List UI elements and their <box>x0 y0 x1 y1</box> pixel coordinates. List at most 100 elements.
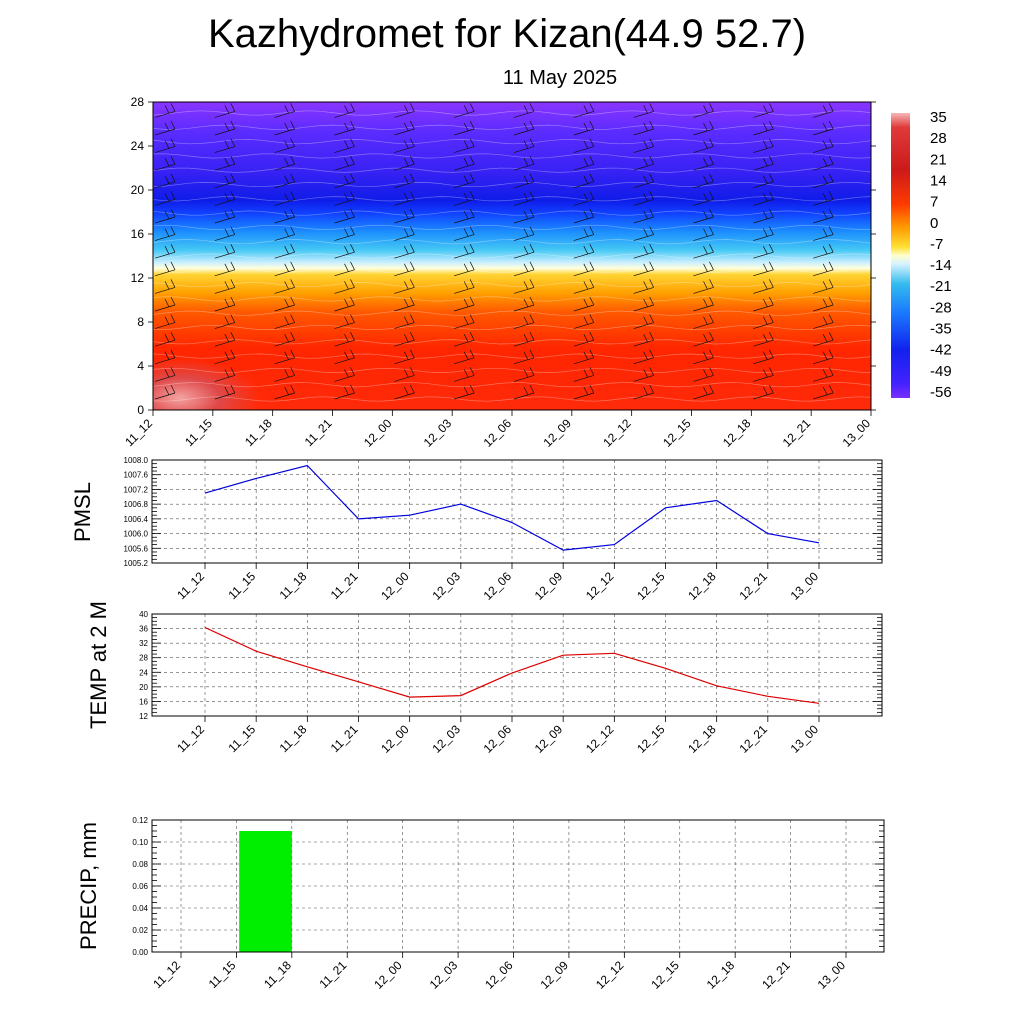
wind-barb <box>573 349 595 365</box>
heatmap-xtick-label: 11_12 <box>122 416 155 449</box>
wind-barb <box>394 349 415 365</box>
heatmap-xtick-label: 12_00 <box>361 416 395 450</box>
precip-ytick-label: 0.10 <box>132 838 148 847</box>
contour-line <box>153 324 871 330</box>
wind-barb <box>334 261 355 277</box>
wind-barb <box>873 297 893 311</box>
contour-line <box>153 382 871 388</box>
wind-barb <box>454 244 475 259</box>
heatmap-xtick-label: 12_03 <box>421 416 455 450</box>
wind-barb <box>214 208 236 224</box>
wind-barb <box>274 332 295 347</box>
wind-barb <box>873 367 893 381</box>
wind-barb <box>334 279 355 294</box>
wind-barb <box>274 349 295 365</box>
contour-line <box>153 239 871 245</box>
wind-barb <box>334 191 355 206</box>
colorbar-label: 35 <box>930 109 947 126</box>
precip-xtick-label: 11_12 <box>150 958 183 991</box>
temp-ytick-label: 36 <box>139 625 148 634</box>
wind-barb <box>573 279 595 294</box>
wind-barb <box>513 173 535 189</box>
wind-barb <box>693 191 714 206</box>
heatmap-ytick-label: 12 <box>131 271 145 285</box>
wind-barb <box>633 208 654 224</box>
precip-xtick-label: 13_00 <box>815 958 849 992</box>
heatmap-x-axis: 11_12 11_15 11_18 11_21 12_00 12_03 12_06 12_09… <box>122 410 873 450</box>
pmsl-ylabel: PMSL <box>70 482 95 542</box>
wind-barb <box>274 367 295 382</box>
wind-barb <box>274 156 295 171</box>
precip-panel: PRECIP, mm 0.00 0.02 0.04 0.06 0.08 0.10 0.12 1… <box>76 816 885 992</box>
wind-barb <box>873 332 893 346</box>
heatmap-xtick-label: 11_15 <box>182 416 215 449</box>
wind-barb <box>334 349 355 365</box>
wind-barb <box>154 226 176 241</box>
contour-line <box>153 196 871 202</box>
temp-xtick-label: 12_03 <box>429 722 463 756</box>
wind-barb <box>154 332 176 347</box>
contour-line <box>153 267 871 273</box>
precip-xtick-label: 12_21 <box>759 958 793 992</box>
colorbar-label: -35 <box>930 321 952 338</box>
wind-barb <box>274 138 295 153</box>
wind-barb <box>573 244 595 259</box>
wind-barb <box>753 138 774 153</box>
temp-ytick-label: 20 <box>139 683 148 692</box>
wind-barb <box>513 367 535 382</box>
colorbar-label: -28 <box>930 299 952 316</box>
wind-barb <box>873 279 893 293</box>
wind-barb <box>573 314 595 329</box>
wind-barb <box>693 314 714 329</box>
wind-barb <box>394 120 415 136</box>
wind-barb <box>813 226 834 241</box>
wind-barb <box>753 244 774 259</box>
wind-barb <box>813 384 834 400</box>
wind-barb <box>454 103 475 118</box>
contour-line <box>153 167 871 173</box>
wind-barb <box>753 384 774 400</box>
wind-barb <box>454 296 475 312</box>
wind-barb <box>693 244 714 259</box>
pmsl-xtick-label: 11_18 <box>277 569 310 602</box>
wind-barb <box>334 173 355 189</box>
pmsl-frame <box>151 459 883 564</box>
wind-barb <box>334 314 355 329</box>
wind-barb <box>513 208 535 224</box>
wind-barb <box>753 296 774 312</box>
wind-barb <box>334 138 355 153</box>
wind-barb <box>394 384 415 400</box>
wind-barb <box>753 279 774 294</box>
wind-barb <box>394 279 415 294</box>
heatmap-ytick-label: 24 <box>131 139 145 153</box>
pmsl-xtick-label: 12_12 <box>583 569 617 603</box>
wind-barb <box>693 279 714 294</box>
figure-date: 11 May 2025 <box>503 67 617 89</box>
wind-barb <box>394 208 415 224</box>
wind-barb <box>753 261 774 277</box>
precip-ytick-label: 0.04 <box>132 904 148 913</box>
wind-barb <box>334 226 355 241</box>
wind-barb <box>274 208 295 224</box>
wind-barb <box>513 226 535 241</box>
wind-barb <box>334 156 355 171</box>
colorbar-label: 0 <box>930 215 938 232</box>
wind-barb <box>454 384 475 400</box>
heatmap-xtick-label: 12_06 <box>481 416 515 450</box>
wind-barb <box>813 191 834 206</box>
wind-barb <box>214 367 236 382</box>
wind-barb <box>454 120 475 136</box>
precip-xtick-label: 11_18 <box>261 958 294 991</box>
colorbar-label: -21 <box>930 278 952 295</box>
contour-line <box>153 310 871 316</box>
pmsl-ytick-label: 1008.0 <box>124 456 149 465</box>
wind-barb <box>633 156 654 171</box>
wind-barb <box>454 156 475 171</box>
pmsl-ytick-label: 1005.2 <box>124 559 149 568</box>
pmsl-ytick-label: 1005.6 <box>124 544 149 553</box>
wind-barb <box>813 261 834 277</box>
contour-line <box>153 224 871 230</box>
wind-barb <box>873 156 893 170</box>
colorbar-label: 14 <box>930 172 947 189</box>
